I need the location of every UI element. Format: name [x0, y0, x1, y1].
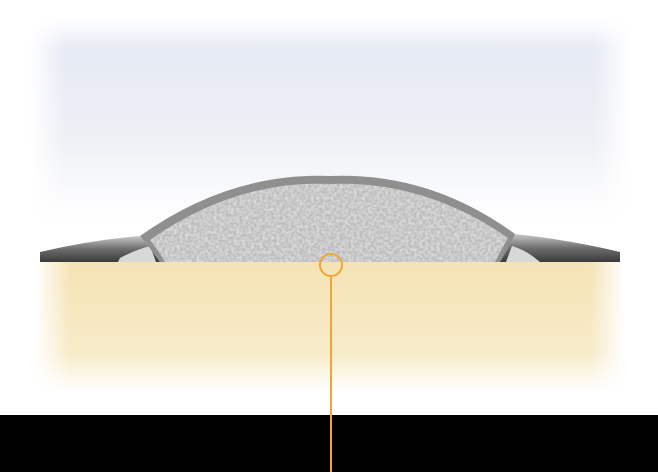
right-flange-highlight [506, 246, 540, 262]
black-bar [0, 415, 658, 472]
dome-granules [150, 183, 508, 262]
left-flange-highlight [118, 246, 156, 262]
callout-circle [319, 253, 343, 277]
